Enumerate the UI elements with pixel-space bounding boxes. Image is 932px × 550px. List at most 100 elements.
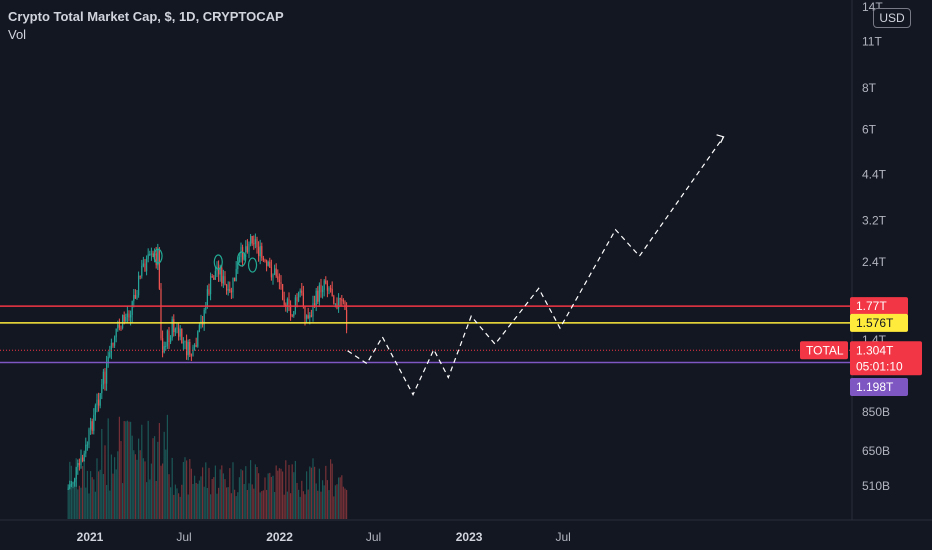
- volume-bar: [131, 435, 133, 519]
- y-tick-label: 3.2T: [862, 213, 887, 227]
- candle-body: [88, 429, 90, 445]
- volume-legend[interactable]: Vol: [8, 27, 27, 42]
- candle-body: [323, 280, 325, 290]
- volume-bar: [195, 482, 197, 519]
- candle-body: [123, 315, 125, 322]
- candle-body: [128, 313, 130, 318]
- symbol-title[interactable]: Crypto Total Market Cap, $, 1D, CRYPTOCA…: [8, 9, 284, 24]
- candle-body: [317, 290, 319, 302]
- volume-bar: [165, 449, 167, 519]
- candle-body: [325, 280, 327, 284]
- candle-body: [131, 301, 133, 315]
- volume-bar: [109, 490, 111, 519]
- candle-body: [249, 235, 252, 244]
- y-tick-label: 650B: [862, 444, 890, 458]
- volume-bar: [224, 479, 226, 519]
- volume-bar: [149, 479, 151, 519]
- candle-body: [117, 324, 119, 329]
- candle-body: [304, 306, 306, 319]
- volume-bar: [193, 475, 196, 519]
- candle-body: [94, 405, 96, 415]
- volume-bar: [333, 496, 335, 519]
- candle-body: [118, 324, 120, 328]
- candle-body: [288, 299, 290, 305]
- candle-body: [81, 457, 84, 462]
- volume-bar: [200, 476, 202, 519]
- candle-body: [275, 268, 277, 277]
- candle-body: [305, 315, 308, 319]
- volume-bar: [304, 494, 306, 519]
- volume-bar: [120, 441, 122, 519]
- volume-bar: [257, 473, 260, 519]
- volume-bar: [203, 486, 205, 519]
- current-price-label: 1.304T: [856, 343, 894, 357]
- candle-body: [313, 303, 316, 307]
- candle-body: [206, 289, 208, 306]
- volume-bar: [230, 493, 232, 519]
- volume-bar: [280, 468, 282, 519]
- symbol-tag-label: TOTAL: [806, 343, 844, 357]
- candle-body: [345, 309, 348, 330]
- candle-body: [342, 300, 344, 302]
- candle-body: [219, 267, 221, 275]
- candle-body: [107, 356, 109, 363]
- candle-body: [136, 295, 138, 299]
- level-price-tag-bg: [850, 313, 908, 332]
- volume-bar: [80, 487, 82, 519]
- volume-bar: [217, 487, 220, 519]
- candle-body: [254, 239, 256, 244]
- currency-button[interactable]: USD: [873, 8, 911, 28]
- volume-bar: [187, 494, 189, 519]
- volume-bar: [265, 489, 268, 519]
- candle-body: [315, 290, 317, 307]
- volume-bar: [241, 470, 244, 519]
- level-price-tag: 1.77T: [850, 297, 908, 316]
- volume-bar: [73, 477, 76, 519]
- candle-body: [296, 297, 298, 302]
- volume-bar: [334, 485, 336, 519]
- candle-body: [91, 421, 93, 431]
- volume-bar: [181, 484, 183, 519]
- candle-body: [169, 337, 172, 343]
- candle-body: [241, 247, 244, 260]
- candle-body: [310, 315, 312, 317]
- candle-body: [329, 288, 332, 290]
- volume-bar: [240, 469, 242, 519]
- volume-bar: [173, 494, 175, 519]
- candle-body: [227, 289, 229, 291]
- y-tick-label: 2.4T: [862, 255, 887, 269]
- volume-bars: [67, 414, 348, 519]
- volume-bar: [112, 473, 114, 519]
- candle-body: [208, 289, 210, 295]
- volume-bar: [317, 490, 319, 519]
- volume-bar: [310, 467, 312, 519]
- candle-body: [238, 256, 240, 263]
- volume-bar: [198, 480, 200, 519]
- candle-body: [181, 328, 183, 343]
- volume-bar: [237, 492, 239, 519]
- volume-bar: [110, 454, 112, 519]
- volume-bar: [288, 464, 290, 519]
- candle-body: [187, 341, 189, 356]
- y-tick-label: 11T: [862, 35, 882, 49]
- current-price-bg: [850, 341, 922, 376]
- candle-body: [224, 276, 226, 285]
- horizontal-levels: [0, 305, 852, 364]
- candle-body: [137, 275, 140, 296]
- candle-body: [299, 290, 301, 293]
- volume-bar: [328, 490, 330, 519]
- candle-body: [198, 324, 200, 332]
- volume-bar: [179, 496, 181, 519]
- price-candles: [67, 233, 348, 490]
- volume-bar: [208, 467, 210, 519]
- candle-body: [126, 313, 128, 318]
- volume-bar: [126, 420, 128, 519]
- candle-body: [105, 362, 108, 384]
- candle-body: [134, 294, 136, 299]
- candle-body: [203, 309, 205, 325]
- volume-bar: [299, 496, 301, 519]
- candle-body: [171, 319, 173, 338]
- volume-bar: [144, 461, 146, 519]
- volume-bar: [318, 468, 320, 519]
